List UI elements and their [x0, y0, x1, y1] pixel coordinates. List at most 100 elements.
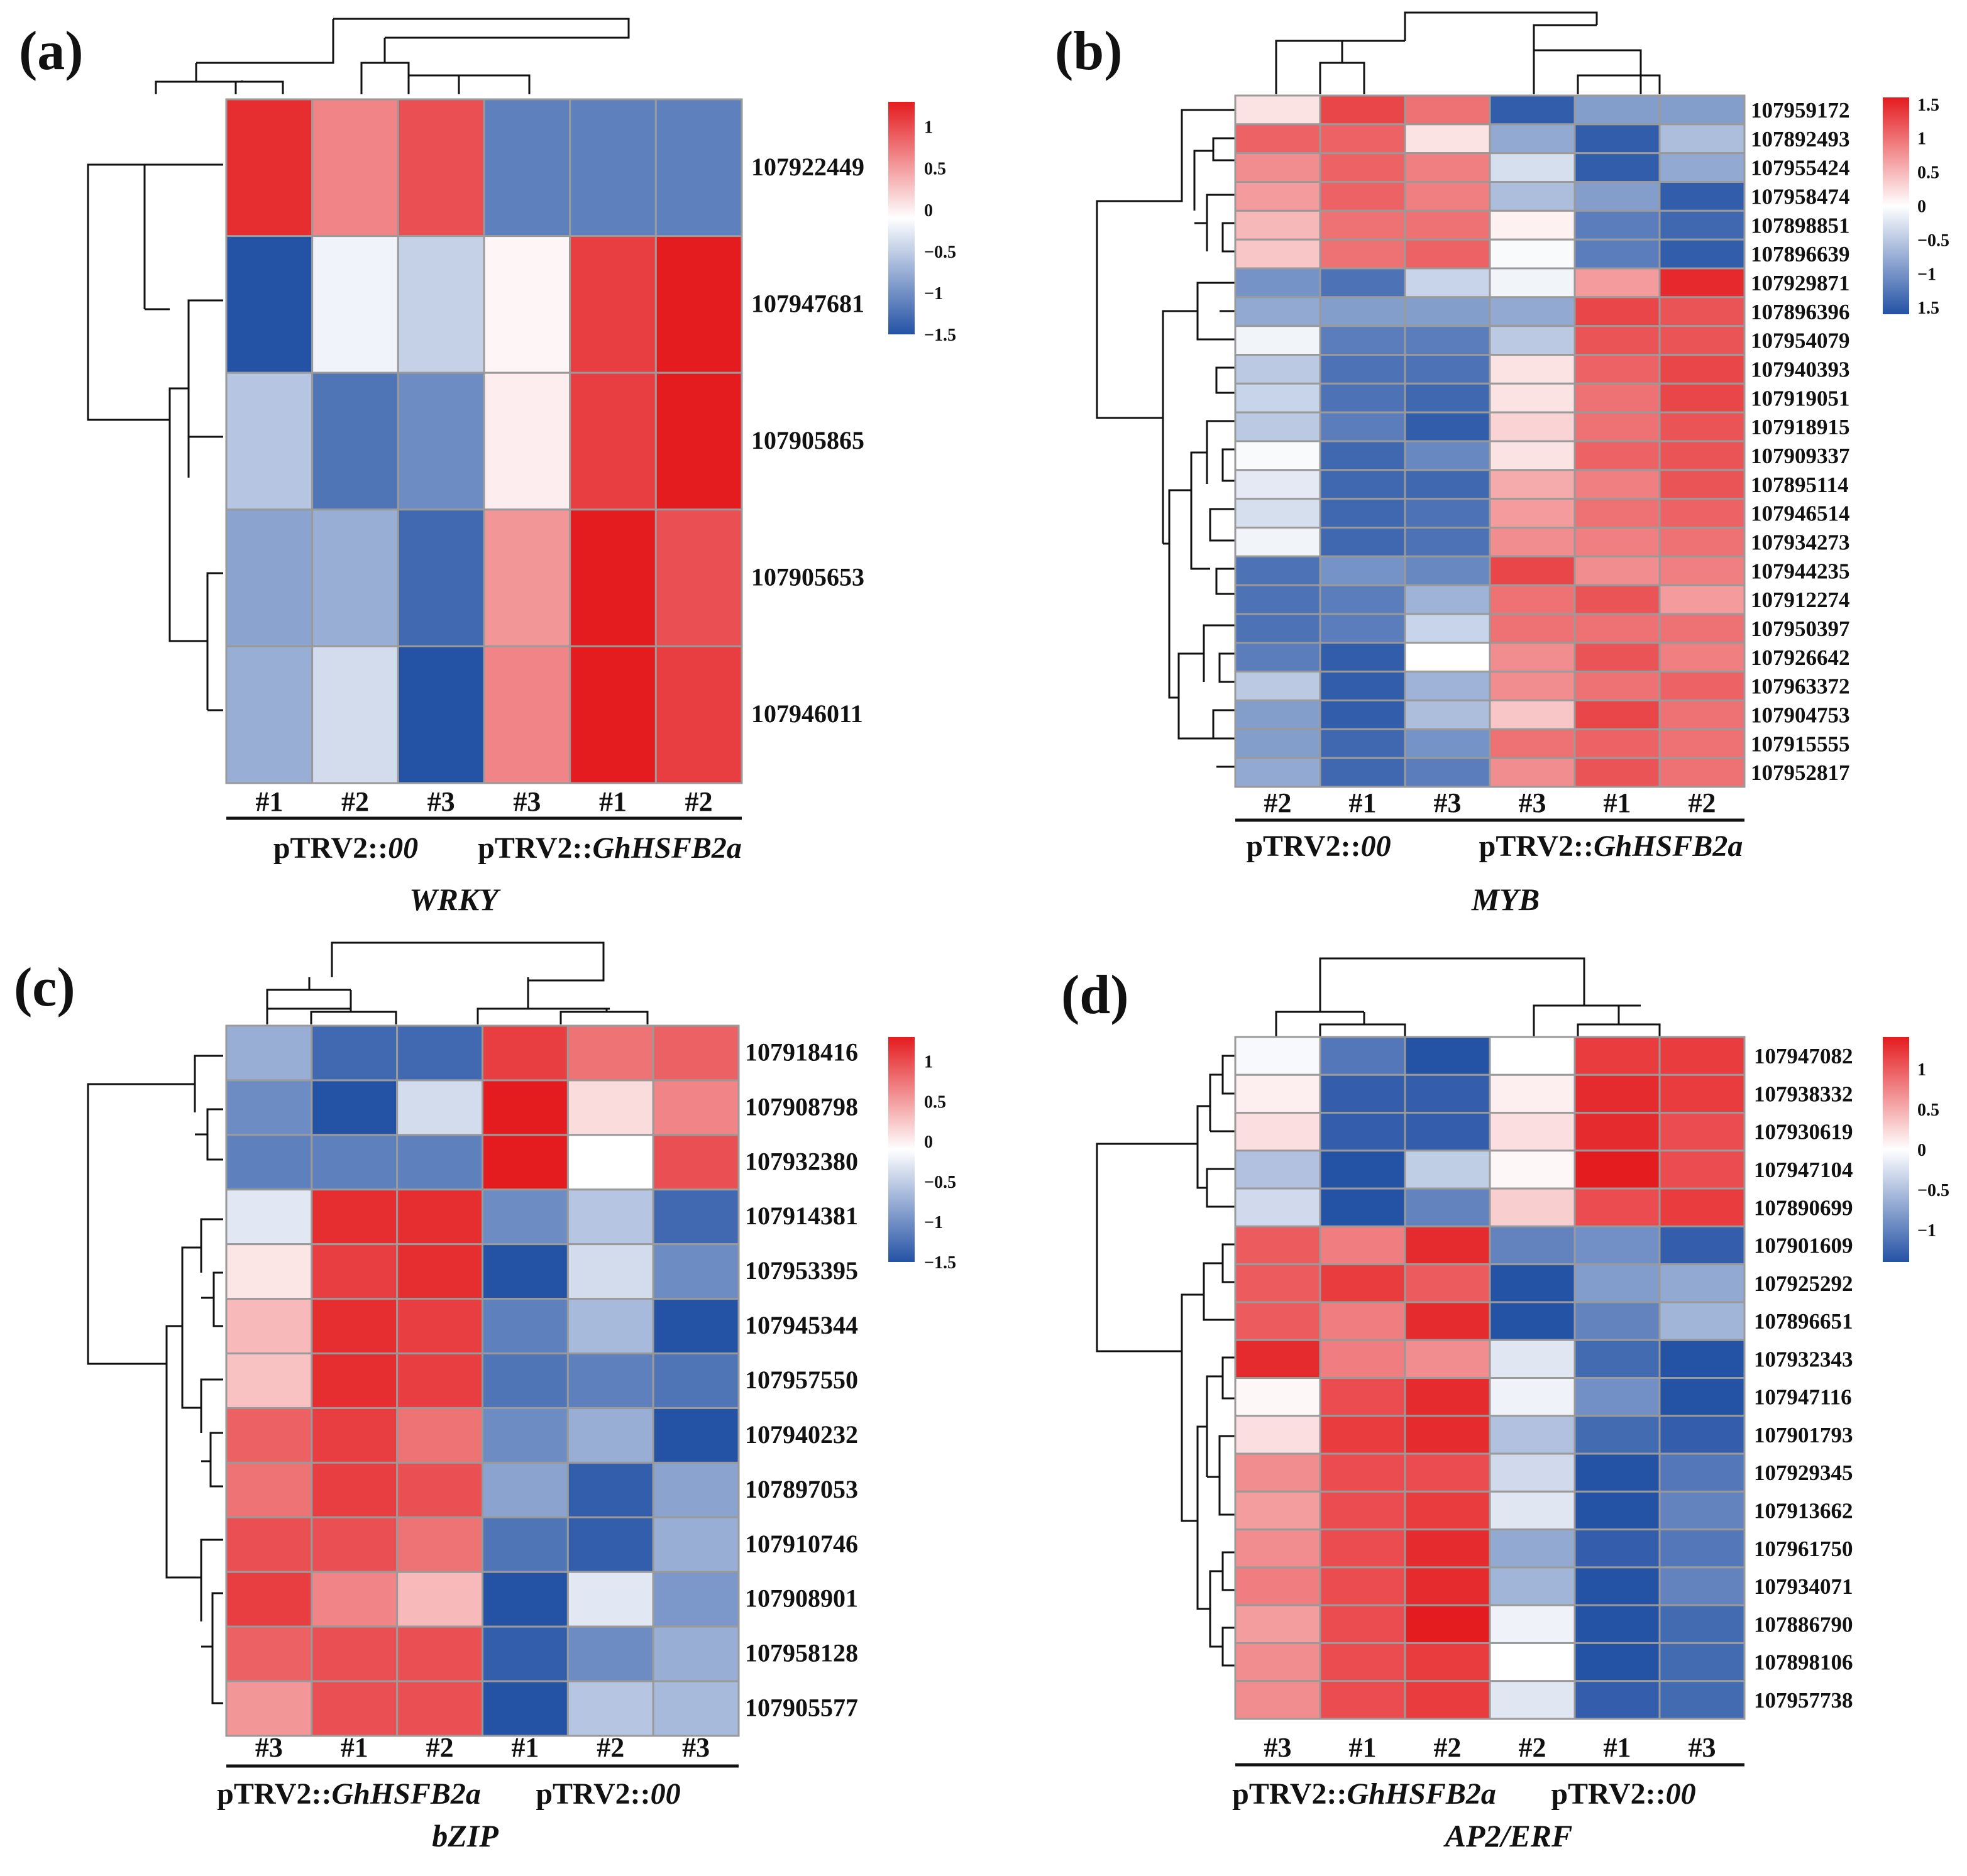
heatmap-cell: [1489, 642, 1576, 673]
heatmap-cell: [1489, 1528, 1576, 1569]
row-label: 107947681: [751, 289, 864, 317]
heatmap-cell: [1234, 1187, 1321, 1227]
heatmap-cell: [1319, 296, 1406, 327]
gene-family-title-d: AP2/ERF: [1443, 1818, 1573, 1853]
heatmap-cell: [1319, 1036, 1406, 1076]
heatmap-cell: [1234, 1452, 1321, 1493]
group-label-prefix: pTRV2::: [1232, 1777, 1347, 1811]
dendrogram-rows-c: [87, 1055, 223, 1704]
heatmap-cell: [1404, 555, 1491, 586]
heatmap-cell: [1489, 498, 1576, 529]
heatmap-cell: [1404, 498, 1491, 529]
column-label: #1: [1349, 1732, 1377, 1763]
heatmap-cell: [1404, 152, 1491, 184]
dendrogram-columns-b: [1275, 11, 1661, 94]
column-label: #3: [255, 1732, 283, 1763]
heatmap-cell: [482, 1024, 569, 1082]
heatmap-cell: [1658, 1680, 1746, 1720]
heatmap-cell: [1489, 1604, 1576, 1644]
column-label: #1: [1349, 787, 1377, 818]
heatmap-cell: [566, 1024, 654, 1082]
heatmap-cell: [1234, 671, 1321, 701]
colorbar-ticks-b: 1.5 1 0.5 0 −0.5 −1 1.5: [1917, 96, 1949, 318]
heatmap-cell: [1234, 1263, 1321, 1303]
heatmap-cell: [1404, 671, 1491, 701]
heatmap-cell: [483, 645, 571, 784]
heatmap-cell: [1319, 1452, 1406, 1493]
heatmap-cell: [652, 1243, 740, 1300]
column-label: #1: [1604, 787, 1631, 818]
heatmap-cell: [654, 235, 743, 374]
heatmap-cell: [1573, 1490, 1661, 1531]
heatmap-cell: [566, 1079, 654, 1136]
heatmap-cell: [1404, 1225, 1491, 1266]
group-label-construct: 00: [388, 831, 418, 865]
heatmap-cell: [1234, 613, 1321, 644]
column-label: #3: [1264, 1732, 1292, 1763]
row-label: 107947104: [1754, 1158, 1853, 1182]
heatmap-cell: [1489, 1187, 1576, 1227]
row-label: 107946514: [1751, 502, 1850, 526]
panel-label-c: (c): [14, 957, 75, 1018]
heatmap-cell: [1658, 757, 1746, 788]
heatmap-cell: [1573, 181, 1661, 212]
heatmap-cell: [311, 235, 399, 374]
heatmap-cell: [397, 645, 485, 784]
row-label: 107908901: [745, 1584, 858, 1613]
row-label: 107950397: [1751, 617, 1850, 641]
heatmap-cell: [1234, 325, 1321, 356]
heatmap-cell: [1234, 469, 1321, 500]
heatmap-cell: [569, 371, 657, 511]
heatmap-cell: [1234, 1415, 1321, 1455]
heatmap-cell: [1573, 1377, 1661, 1417]
heatmap-cell: [397, 235, 485, 374]
heatmap-cell: [566, 1625, 654, 1682]
heatmap-cell: [1319, 1225, 1406, 1266]
heatmap-cell: [1489, 354, 1576, 385]
heatmap-cell: [1404, 1339, 1491, 1379]
heatmap-cell: [1319, 469, 1406, 500]
column-labels-b: #2 #1 #3 #3 #1 #2: [1235, 787, 1744, 822]
gene-family-title-a: WRKY: [409, 882, 501, 917]
heatmap-cell: [1658, 296, 1746, 327]
row-labels-c: 107918416 107908798 107932380 107914381 1079…: [745, 1038, 858, 1721]
heatmap-cell: [1658, 1528, 1746, 1569]
heatmap-cell: [311, 1243, 399, 1300]
heatmap-cell: [396, 1407, 484, 1464]
heatmap-cell: [1658, 152, 1746, 184]
heatmap-cell: [225, 1680, 313, 1737]
heatmap-cell: [1234, 123, 1321, 155]
group-label-construct: GhHSFB2a: [592, 831, 741, 865]
heatmap-cell: [396, 1188, 484, 1246]
heatmap-cell: [1658, 325, 1746, 356]
heatmap-cell: [1489, 181, 1576, 212]
heatmap-cell: [1319, 728, 1406, 759]
heatmap-cell: [1658, 1566, 1746, 1606]
heatmap-cell: [1319, 642, 1406, 673]
heatmap-cell: [311, 1461, 399, 1518]
colorbar-tick-label: 1: [1917, 1060, 1926, 1080]
heatmap-cell: [397, 371, 485, 511]
heatmap-cell: [311, 508, 399, 647]
heatmap-cell: [1319, 382, 1406, 414]
heatmap-cell: [1658, 555, 1746, 586]
heatmap-cell: [482, 1407, 569, 1464]
heatmap-cell: [1658, 1112, 1746, 1152]
heatmap-cell: [652, 1352, 740, 1409]
row-labels-a: 107922449 107947681 107905865 107905653 1079…: [751, 153, 864, 728]
heatmap-cell: [1573, 469, 1661, 500]
panel-label-d: (d): [1061, 965, 1129, 1026]
row-label: 107913662: [1754, 1498, 1853, 1523]
heatmap-cell: [1489, 555, 1576, 586]
row-label: 107957738: [1754, 1688, 1853, 1713]
row-label: 107895114: [1751, 473, 1849, 497]
heatmap-cell: [1319, 1415, 1406, 1455]
colorbar-a: [888, 102, 915, 334]
heatmap-cell: [1404, 1452, 1491, 1493]
heatmap-cell: [1404, 1036, 1491, 1076]
heatmap-cell: [225, 1352, 313, 1409]
heatmap-cell: [1234, 296, 1321, 327]
heatmap-cell: [1658, 671, 1746, 701]
row-label: 107929345: [1754, 1461, 1853, 1485]
heatmap-cell: [1404, 354, 1491, 385]
